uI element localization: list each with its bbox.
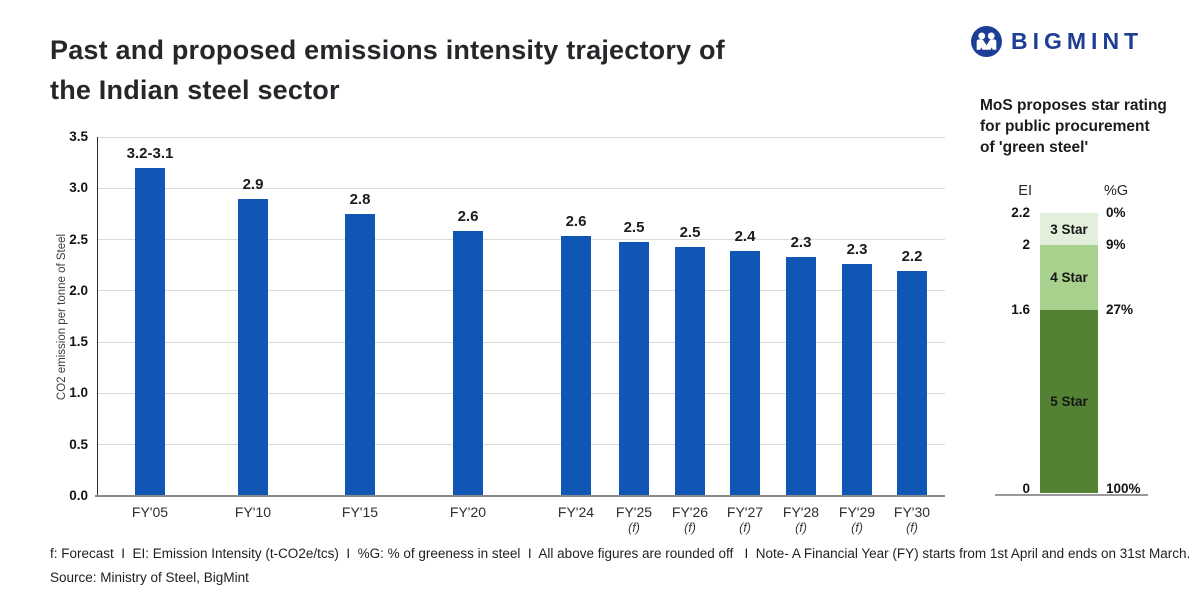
bar-value-label: 2.5 [679, 223, 701, 241]
side-heading-line-1: MoS proposes star rating [980, 97, 1167, 114]
bigmint-logo-icon [971, 26, 1002, 57]
y-axis-tick-label: 3.0 [69, 180, 88, 196]
y-axis-tick-label: 1.0 [69, 385, 88, 401]
ei-boundary-label: 2 [1022, 237, 1030, 252]
gridline [98, 444, 945, 446]
bar-value-label: 2.6 [457, 208, 479, 226]
forecast-marker: (f) [628, 521, 640, 535]
y-axis-line [97, 137, 98, 496]
x-axis-category-label: FY'20 [449, 504, 487, 520]
bar-value-label: 2.9 [242, 175, 264, 193]
page-title-line-1: Past and proposed emissions intensity tr… [50, 35, 725, 65]
x-axis-category-label: FY'28 [782, 504, 820, 520]
y-axis-title: CO2 emission per tonne of Steel [56, 233, 68, 401]
gridline [98, 392, 945, 394]
rating-segment-3-star: 3 Star [1040, 213, 1098, 245]
bar-fy30 [897, 271, 927, 495]
bar-fy05 [135, 167, 165, 495]
y-axis-tick-label: 3.5 [69, 129, 88, 144]
x-axis-category-label: FY'10 [234, 504, 272, 520]
x-axis-category-label: FY'05 [131, 504, 169, 520]
ei-boundary-label: 0 [1022, 481, 1030, 496]
footnote-line: f: Forecast I EI: Emission Intensity (t-… [50, 546, 1191, 561]
x-axis-category-label: FY'15 [341, 504, 379, 520]
greenness-column-header: %G [1104, 183, 1129, 199]
forecast-marker: (f) [684, 521, 696, 535]
forecast-marker: (f) [851, 521, 863, 535]
bar-value-label: 2.5 [623, 218, 645, 236]
bigmint-logo-text: BIGMINT [1011, 28, 1144, 54]
gridline [98, 341, 945, 343]
side-panel-heading: MoS proposes star rating for public proc… [980, 95, 1180, 158]
x-axis-category-label: FY'24 [557, 504, 595, 520]
bar-value-label: 2.3 [790, 234, 812, 251]
side-heading-line-3: of 'green steel' [980, 139, 1089, 156]
y-axis-tick-label: 0.5 [69, 436, 88, 452]
bar-fy27 [730, 250, 760, 495]
x-axis-category-label: FY'27 [726, 504, 764, 520]
y-axis-tick-label: 0.0 [69, 488, 88, 503]
rating-baseline [995, 494, 1148, 496]
x-axis-category-label: FY'26 [671, 504, 709, 520]
x-axis-category-label: FY'25 [615, 504, 653, 520]
bar-value-label: 2.2 [901, 248, 923, 266]
bar-value-label: 2.8 [349, 190, 371, 208]
rating-segment-label: 3 Star [1050, 221, 1088, 237]
y-axis-tick-label: 1.5 [69, 334, 88, 350]
source-line: Source: Ministry of Steel, BigMint [50, 570, 249, 585]
bar-fy20 [453, 231, 483, 495]
bar-value-label: 3.2-3.1 [126, 144, 174, 162]
ei-boundary-label: 1.6 [1011, 302, 1030, 317]
greenness-boundary-label: 27% [1106, 302, 1134, 317]
bar-fy29 [842, 264, 872, 495]
forecast-marker: (f) [739, 521, 751, 535]
y-axis-tick-label: 2.5 [69, 231, 88, 247]
gridline [98, 239, 945, 241]
y-axis-tick-label: 2.0 [69, 282, 88, 298]
greenness-boundary-label: 9% [1106, 237, 1126, 252]
bar-fy24 [561, 236, 591, 495]
bar-fy25 [619, 241, 649, 495]
bar-value-label: 2.6 [565, 213, 587, 231]
x-axis-category-label: FY'29 [838, 504, 876, 520]
gridline [98, 136, 945, 138]
bar-fy28 [786, 257, 816, 495]
forecast-marker: (f) [906, 521, 918, 535]
bar-value-label: 2.4 [734, 227, 756, 245]
forecast-marker: (f) [795, 521, 807, 535]
rating-segment-label: 5 Star [1050, 394, 1088, 409]
ei-column-header: EI [1018, 183, 1032, 199]
x-axis-category-label: FY'30 [893, 504, 931, 520]
rating-segment-label: 4 Star [1050, 270, 1088, 285]
page-title: Past and proposed emissions intensity tr… [50, 30, 725, 110]
bar-fy10 [238, 198, 268, 495]
x-axis-line [95, 495, 945, 497]
rating-segment-4-star: 4 Star [1040, 245, 1098, 310]
greenness-boundary-label: 0% [1106, 205, 1126, 220]
bar-fy26 [675, 246, 705, 495]
ei-boundary-label: 2.2 [1011, 205, 1030, 220]
gridline [98, 290, 945, 292]
page-title-line-2: the Indian steel sector [50, 75, 340, 105]
side-heading-line-2: for public procurement [980, 118, 1150, 135]
bar-value-label: 2.3 [846, 241, 868, 259]
rating-segment-5-star: 5 Star [1040, 310, 1098, 493]
gridline [98, 187, 945, 189]
bigmint-logo: BIGMINT [971, 26, 1143, 57]
greenness-boundary-label: 100% [1106, 481, 1141, 496]
bar-fy15 [345, 213, 375, 495]
